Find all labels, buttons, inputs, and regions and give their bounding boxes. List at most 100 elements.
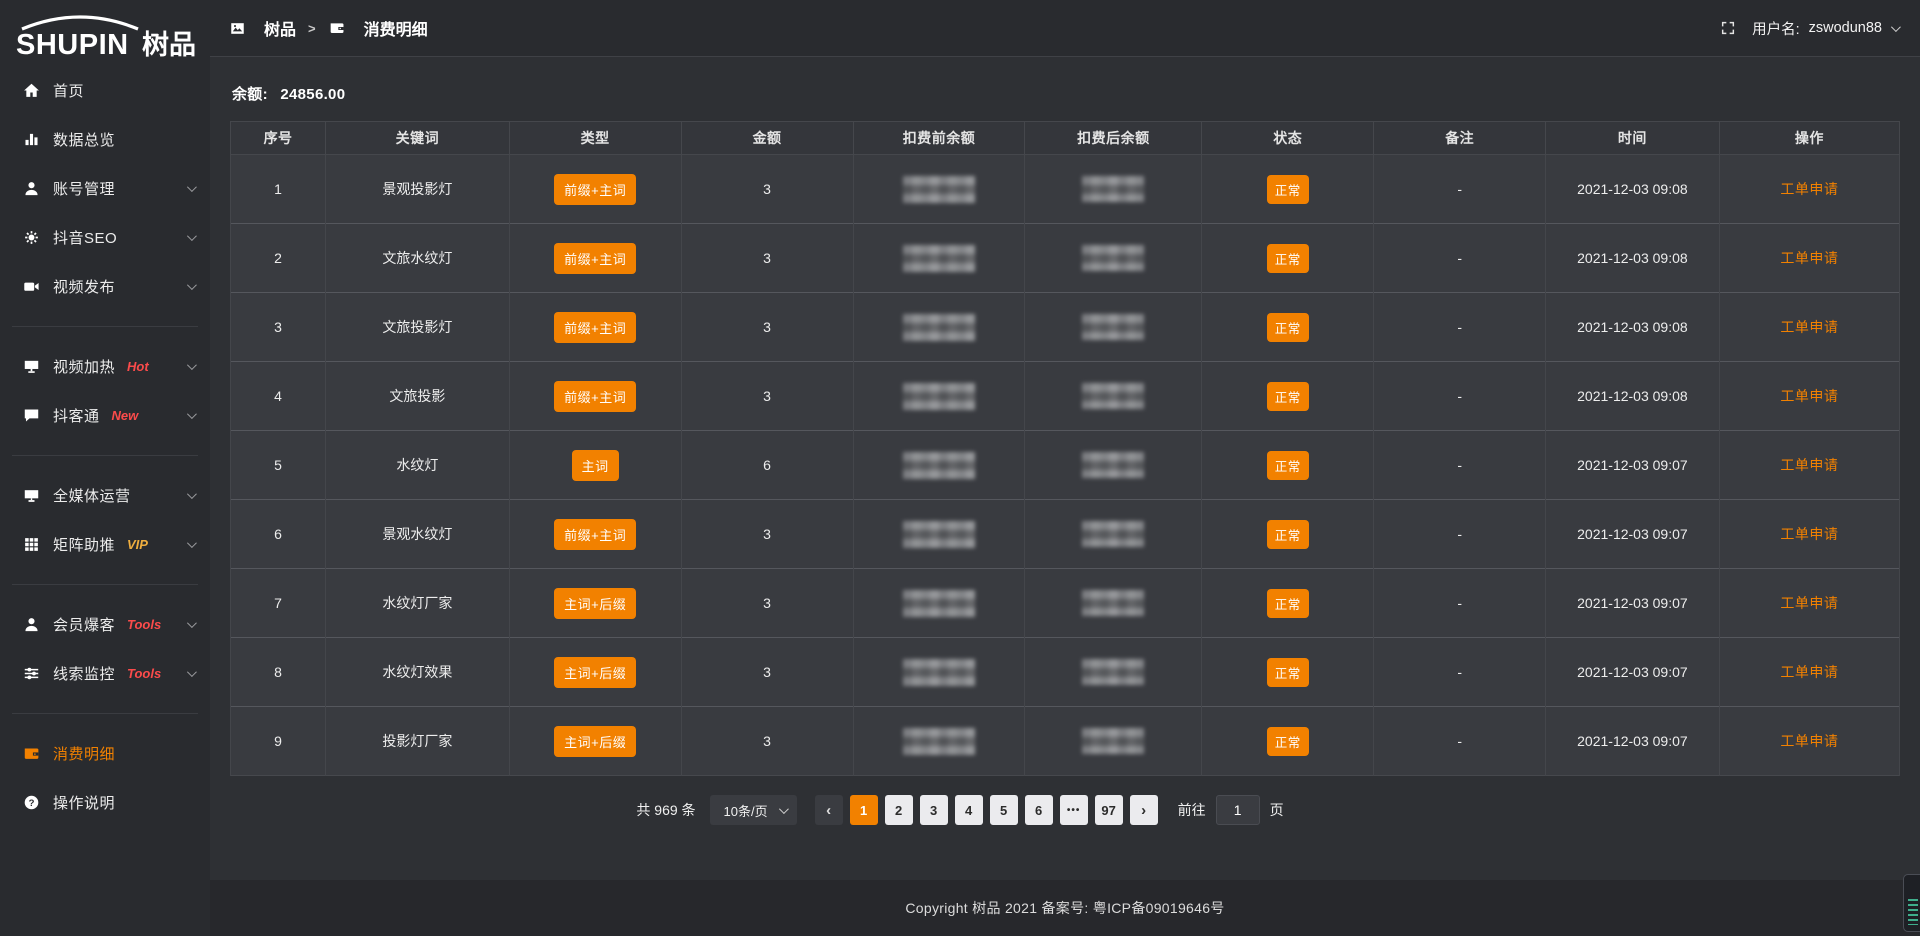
- sidebar-item-media-operation[interactable]: 全媒体运营: [0, 471, 210, 520]
- page-size-select[interactable]: 10条/页: [709, 795, 797, 825]
- type-badge: 前缀+主词: [554, 380, 637, 412]
- cell-action: 工单申请: [1718, 223, 1901, 293]
- cell-balance-before: [852, 154, 1026, 224]
- cell-type: 前缀+主词: [508, 154, 682, 224]
- work-order-link[interactable]: 工单申请: [1780, 595, 1839, 611]
- cell-balance-after: [1024, 637, 1203, 707]
- cell-index: 7: [229, 568, 327, 638]
- cell-status: 正常: [1201, 637, 1375, 707]
- work-order-link[interactable]: 工单申请: [1780, 250, 1839, 266]
- page-button-97[interactable]: 97: [1094, 795, 1123, 825]
- sidebar-item-operation-guide[interactable]: ? 操作说明: [0, 778, 210, 827]
- breadcrumb-item-page[interactable]: 消费明细: [328, 16, 428, 40]
- gear-icon: [22, 229, 40, 247]
- column-header: 备注: [1373, 121, 1547, 155]
- sliders-icon: [22, 665, 40, 683]
- goto-page-input[interactable]: [1215, 795, 1260, 825]
- type-badge: 主词+后缀: [554, 587, 637, 619]
- cell-amount: 3: [680, 499, 854, 569]
- fullscreen-icon[interactable]: [1720, 20, 1736, 36]
- cell-amount: 6: [680, 430, 854, 500]
- cell-index: 3: [229, 292, 327, 362]
- sidebar-item-label: 会员爆客: [53, 617, 116, 634]
- cell-time: 2021-12-03 09:07: [1545, 430, 1720, 500]
- work-order-link[interactable]: 工单申请: [1780, 319, 1839, 335]
- sidebar-item-consumption-detail[interactable]: 消费明细: [0, 729, 210, 778]
- cell-index: 8: [229, 637, 327, 707]
- sidebar-item-douyin-seo[interactable]: 抖音SEO: [0, 213, 210, 262]
- work-order-link[interactable]: 工单申请: [1780, 664, 1839, 680]
- page-button-3[interactable]: 3: [919, 795, 948, 825]
- sidebar-item-video-heat[interactable]: 视频加热 Hot: [0, 342, 210, 391]
- cell-status: 正常: [1201, 292, 1375, 362]
- cell-balance-after: [1024, 499, 1203, 569]
- censored-value: [1082, 521, 1145, 547]
- home-icon: [22, 82, 40, 100]
- work-order-link[interactable]: 工单申请: [1780, 526, 1839, 542]
- status-badge: 正常: [1266, 381, 1309, 411]
- sidebar-item-badge: Tools: [127, 666, 162, 681]
- censored-value: [1082, 452, 1145, 478]
- work-order-link[interactable]: 工单申请: [1780, 388, 1839, 404]
- total-count: 共 969 条: [636, 802, 696, 818]
- censored-value: [1082, 590, 1145, 616]
- sidebar-item-member-baoke[interactable]: 会员爆客 Tools: [0, 600, 210, 649]
- goto-label: 前往: [1177, 802, 1206, 818]
- status-badge: 正常: [1266, 726, 1309, 756]
- user-menu[interactable]: 用户名: zswodun88: [1752, 18, 1901, 39]
- sidebar-item-video-publish[interactable]: 视频发布: [0, 262, 210, 311]
- cell-status: 正常: [1201, 430, 1375, 500]
- cell-index: 5: [229, 430, 327, 500]
- goto-suffix: 页: [1269, 802, 1284, 818]
- balance-label: 余额:: [232, 86, 268, 103]
- work-order-link[interactable]: 工单申请: [1780, 733, 1839, 749]
- page-button-5[interactable]: 5: [989, 795, 1018, 825]
- username-value: zswodun88: [1808, 20, 1882, 36]
- app-logo[interactable]: SHUPIN 树品: [0, 0, 210, 62]
- header-right: 用户名: zswodun88: [1720, 18, 1901, 39]
- main-content: 余额: 24856.00 序号 关键词 类型 金额 扣费前余额 扣费后余额 状态 备注 时间 操作…: [210, 57, 1920, 880]
- more-pages-button[interactable]: •••: [1059, 795, 1088, 825]
- cell-balance-after: [1024, 706, 1203, 776]
- cell-action: 工单申请: [1718, 154, 1901, 224]
- column-header: 类型: [508, 121, 682, 155]
- next-page-button[interactable]: ›: [1129, 795, 1158, 825]
- chevron-down-icon: [186, 360, 197, 371]
- cell-balance-after: [1024, 223, 1203, 293]
- cell-action: 工单申请: [1718, 361, 1901, 431]
- censored-value: [902, 451, 975, 479]
- page-button-4[interactable]: 4: [954, 795, 983, 825]
- cell-type: 前缀+主词: [508, 223, 682, 293]
- cell-index: 2: [229, 223, 327, 293]
- page-button-6[interactable]: 6: [1024, 795, 1053, 825]
- type-badge: 前缀+主词: [554, 242, 637, 274]
- breadcrumb-item-app[interactable]: 树品: [228, 16, 296, 40]
- prev-page-button[interactable]: ‹: [814, 795, 843, 825]
- work-order-link[interactable]: 工单申请: [1780, 181, 1839, 197]
- sidebar-item-matrix-boost[interactable]: 矩阵助推 VIP: [0, 520, 210, 569]
- chevron-down-icon: [186, 489, 197, 500]
- cell-index: 1: [229, 154, 327, 224]
- cell-balance-after: [1024, 430, 1203, 500]
- page-button-2[interactable]: 2: [884, 795, 913, 825]
- page-button-1[interactable]: 1: [849, 795, 878, 825]
- status-badge: 正常: [1266, 243, 1309, 273]
- cell-action: 工单申请: [1718, 706, 1901, 776]
- sidebar-item-clue-monitor[interactable]: 线索监控 Tools: [0, 649, 210, 698]
- sidebar-item-douketong[interactable]: 抖客通 New: [0, 391, 210, 440]
- censored-value: [1082, 728, 1145, 754]
- floating-widget[interactable]: [1903, 874, 1920, 932]
- sidebar-item-account-management[interactable]: 账号管理: [0, 164, 210, 213]
- sidebar-item-home[interactable]: 首页: [0, 66, 210, 115]
- cell-remark: -: [1373, 430, 1547, 500]
- work-order-link[interactable]: 工单申请: [1780, 457, 1839, 473]
- picture-icon: [228, 19, 246, 37]
- status-badge: 正常: [1266, 312, 1309, 342]
- table-row: 1 景观投影灯 前缀+主词 3 正常 - 2021-12-03 09:08 工单…: [229, 154, 1901, 224]
- sidebar-item-data-overview[interactable]: 数据总览: [0, 115, 210, 164]
- cell-action: 工单申请: [1718, 499, 1901, 569]
- cell-time: 2021-12-03 09:08: [1545, 292, 1720, 362]
- cell-status: 正常: [1201, 568, 1375, 638]
- question-icon: ?: [22, 794, 40, 812]
